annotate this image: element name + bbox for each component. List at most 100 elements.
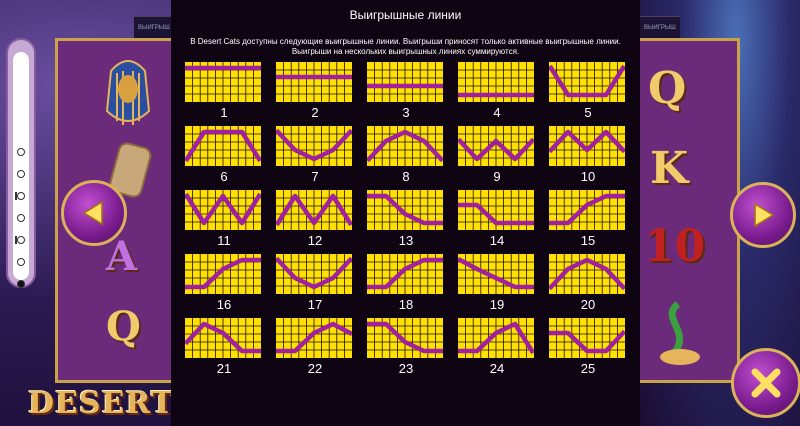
payline-diagram <box>185 254 261 294</box>
payline-number: 22 <box>307 361 323 376</box>
bet-level-dot[interactable] <box>17 236 25 244</box>
payline-number: 9 <box>493 169 501 184</box>
modal-title: Выигрышные линии <box>349 8 462 22</box>
payline-number: 11 <box>217 233 231 248</box>
pharaoh-mask-symbol <box>103 51 153 131</box>
payline-path <box>549 257 625 291</box>
payline-diagram <box>458 126 534 166</box>
payline-number: 19 <box>489 297 505 312</box>
bet-level-dot-active[interactable] <box>17 280 25 288</box>
payline-diagram <box>458 254 534 294</box>
payline-path <box>367 129 443 163</box>
payline-path <box>458 202 534 226</box>
payline-diagram <box>276 190 352 230</box>
payline-5: 5 <box>549 62 627 120</box>
payline-1: 1 <box>185 62 263 120</box>
payline-number: 24 <box>489 361 505 376</box>
payline-15: 15 <box>549 190 627 248</box>
payline-diagram <box>367 62 443 102</box>
payline-number: 5 <box>584 105 592 120</box>
bet-level-dot[interactable] <box>17 148 25 156</box>
payline-4: 4 <box>458 62 536 120</box>
payline-path <box>549 329 625 354</box>
payline-number: 6 <box>220 169 228 184</box>
payline-diagram <box>549 126 625 166</box>
payline-number: 17 <box>307 297 323 312</box>
payline-number: 3 <box>402 105 410 120</box>
payline-number: 13 <box>398 233 414 248</box>
payline-diagram <box>276 126 352 166</box>
payline-number: 16 <box>216 297 232 312</box>
bet-level-dot[interactable] <box>17 170 25 178</box>
reel-symbol-q: Q <box>106 303 141 350</box>
bet-level-panel[interactable] <box>6 38 36 288</box>
gold-tablet-symbol <box>108 141 153 201</box>
bet-level-dot[interactable] <box>17 258 25 266</box>
payline-diagram <box>276 254 352 294</box>
payline-9: 9 <box>458 126 536 184</box>
payline-number: 15 <box>580 233 596 248</box>
modal-description-line: Выигрыши на нескольких выигрышных линиях… <box>291 47 520 56</box>
payline-13: 13 <box>367 190 445 248</box>
payline-number: 2 <box>311 105 319 120</box>
payline-path <box>458 256 534 290</box>
reel-symbol-k: K <box>650 143 689 194</box>
payline-path <box>276 256 352 290</box>
payline-path <box>549 64 625 98</box>
payline-8: 8 <box>367 126 445 184</box>
arrow-right-icon <box>754 202 775 228</box>
payline-21: 21 <box>185 318 263 376</box>
payline-18: 18 <box>367 254 445 312</box>
payline-14: 14 <box>458 190 536 248</box>
payline-number: 25 <box>580 361 596 376</box>
payline-number: 1 <box>220 105 228 120</box>
modal-description: В Desert Cats доступны следующие выигрыш… <box>171 37 640 57</box>
payline-12: 12 <box>276 190 354 248</box>
payline-path <box>185 257 261 290</box>
payline-number: 18 <box>398 297 414 312</box>
payline-diagram <box>185 62 261 102</box>
payline-11: 11 <box>185 190 263 248</box>
payline-path <box>276 193 352 227</box>
payline-23: 23 <box>367 318 445 376</box>
close-icon <box>751 368 781 398</box>
payline-path <box>276 321 352 354</box>
payline-number: 21 <box>216 361 232 376</box>
payline-24: 24 <box>458 318 536 376</box>
payline-diagram <box>549 190 625 230</box>
payline-diagram <box>276 318 352 358</box>
bet-level-tick <box>15 192 17 200</box>
payline-path <box>549 193 625 226</box>
arrow-left-icon <box>82 200 103 226</box>
payline-diagram <box>549 62 625 102</box>
payline-number: 4 <box>493 105 501 120</box>
payline-path <box>276 128 352 162</box>
next-page-button[interactable] <box>730 182 796 248</box>
payline-diagram <box>276 62 352 102</box>
scarab-ring-symbol <box>648 299 708 369</box>
payline-number: 23 <box>398 361 414 376</box>
previous-page-button[interactable] <box>61 180 127 246</box>
payline-diagram <box>367 318 443 358</box>
bet-level-dot[interactable] <box>17 192 25 200</box>
payline-number: 20 <box>580 297 596 312</box>
left-info-label: ВЫИГРЫШ 30 <box>134 16 174 53</box>
bet-level-track <box>13 52 29 288</box>
reel-symbol-10: 10 <box>644 221 706 272</box>
payline-diagram <box>185 190 261 230</box>
payline-number: 12 <box>307 233 323 248</box>
payline-diagram <box>549 318 625 358</box>
payline-diagram <box>458 62 534 102</box>
payline-diagram <box>185 318 261 358</box>
payline-19: 19 <box>458 254 536 312</box>
payline-diagram <box>367 190 443 230</box>
payline-3: 3 <box>367 62 445 120</box>
payline-diagram <box>367 254 443 294</box>
payline-7: 7 <box>276 126 354 184</box>
payline-path <box>458 321 534 355</box>
bet-level-dot[interactable] <box>17 214 25 222</box>
payline-20: 20 <box>549 254 627 312</box>
payline-path <box>367 193 443 226</box>
close-paytable-button[interactable] <box>731 348 800 418</box>
payline-10: 10 <box>549 126 627 184</box>
